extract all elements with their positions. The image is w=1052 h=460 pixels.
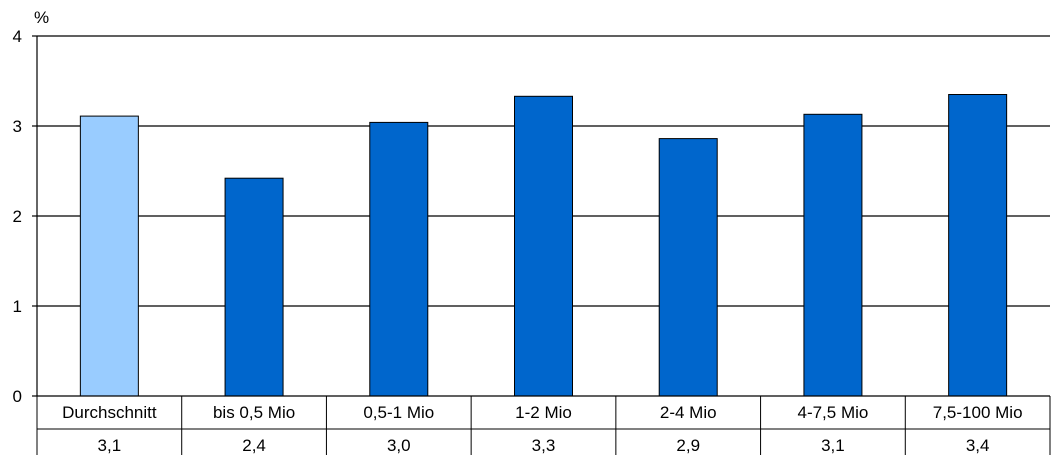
category-label: 0,5-1 Mio <box>363 403 434 422</box>
table-value: 2,9 <box>676 436 700 455</box>
y-tick-label: 4 <box>13 27 22 46</box>
category-label: Durchschnitt <box>62 403 157 422</box>
bar-6 <box>803 113 863 397</box>
y-tick-label: 2 <box>13 207 22 226</box>
axes: 0 1 2 3 4 <box>13 27 38 406</box>
y-tick-label: 3 <box>13 117 22 136</box>
bars <box>79 94 1008 397</box>
category-label: 1-2 Mio <box>515 403 572 422</box>
category-label: 7,5-100 Mio <box>933 403 1023 422</box>
bar-3 <box>369 121 429 397</box>
bar-7 <box>948 94 1008 397</box>
bar-4 <box>514 95 573 397</box>
bar-1 <box>79 115 139 397</box>
category-label: bis 0,5 Mio <box>213 403 295 422</box>
category-label: 2-4 Mio <box>660 403 717 422</box>
table-value: 3,4 <box>966 436 990 455</box>
bar-2 <box>224 177 284 397</box>
category-label: 4-7,5 Mio <box>797 403 868 422</box>
table-value: 3,3 <box>532 436 556 455</box>
table-value: 2,4 <box>242 436 266 455</box>
y-tick-label: 1 <box>13 297 22 316</box>
table-value: 3,0 <box>387 436 411 455</box>
data-table: Durchschnitt 3,1 bis 0,5 Mio 2,4 0,5-1 Mio 3,… <box>36 395 1051 455</box>
table-value: 3,1 <box>821 436 845 455</box>
table-value: 3,1 <box>98 436 122 455</box>
y-axis-unit-label: % <box>34 8 49 27</box>
y-tick-label: 0 <box>13 387 22 406</box>
bar-5 <box>658 138 718 397</box>
